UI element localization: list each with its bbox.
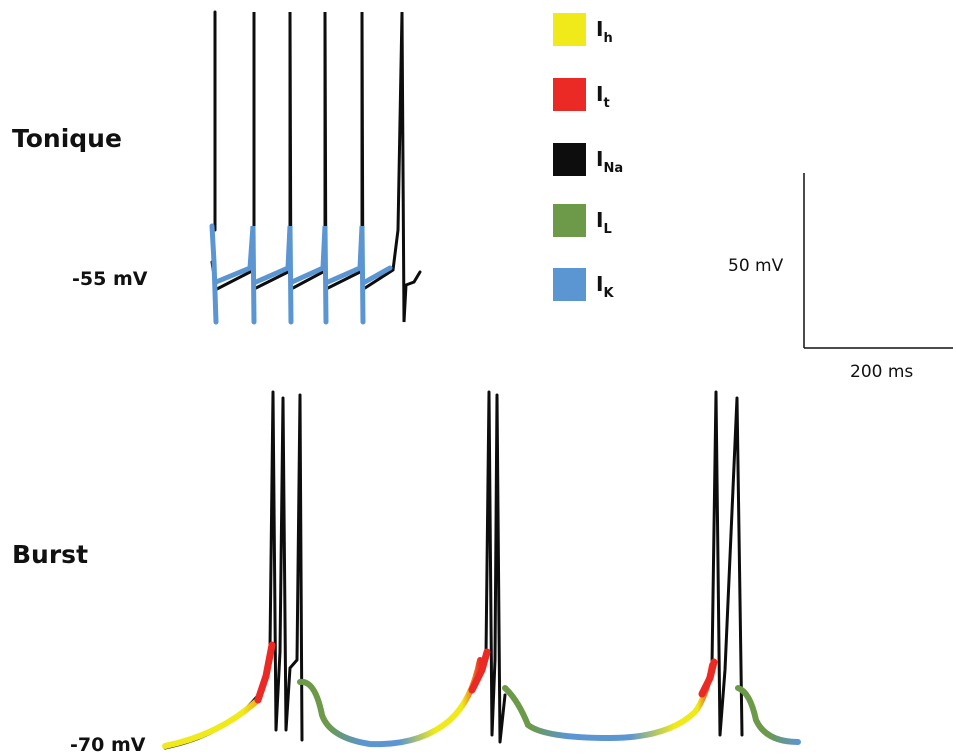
legend-label-it: It xyxy=(596,82,610,111)
legend-swatch-ina xyxy=(553,143,586,176)
burst-resting-potential-label: -70 mV xyxy=(70,734,146,756)
legend-label-il: IL xyxy=(596,208,612,237)
legend-swatch-it xyxy=(553,78,586,111)
legend-item-ih: Ih xyxy=(553,13,693,53)
legend-item-il: IL xyxy=(553,204,693,244)
scale-bar-voltage-label: 50 mV xyxy=(728,256,784,276)
tonic-resting-potential-label: -55 mV xyxy=(72,268,148,290)
legend-item-ik: IK xyxy=(553,268,693,308)
burst1-ih-ramp xyxy=(162,697,261,749)
burst3-it-segment xyxy=(698,658,718,698)
interburst1-segment xyxy=(297,657,483,748)
legend-swatch-ih xyxy=(553,13,586,46)
burst-membrane-trace xyxy=(163,390,744,750)
legend-swatch-ik xyxy=(553,268,586,301)
legend-item-it: It xyxy=(553,78,693,118)
burst-mode-label: Burst xyxy=(12,540,89,569)
burst3-tail-segment xyxy=(735,685,801,745)
legend-label-ina: INa xyxy=(596,147,624,176)
tonic-ik-segments xyxy=(209,223,393,325)
scale-bar-time-label: 200 ms xyxy=(850,362,914,382)
legend-label-ih: Ih xyxy=(596,17,613,46)
burst1-it-segment xyxy=(254,641,276,704)
burst-trace xyxy=(162,390,801,750)
legend-swatch-il xyxy=(553,204,586,237)
tonic-trace xyxy=(209,10,422,325)
tonic-mode-label: Tonique xyxy=(12,124,122,153)
burst2-it-segment xyxy=(468,648,491,694)
scale-bar xyxy=(803,173,953,349)
tonic-membrane-trace xyxy=(210,10,422,324)
interburst2-segment xyxy=(502,662,715,742)
legend-item-ina: INa xyxy=(553,143,693,183)
legend-label-ik: IK xyxy=(596,272,614,301)
